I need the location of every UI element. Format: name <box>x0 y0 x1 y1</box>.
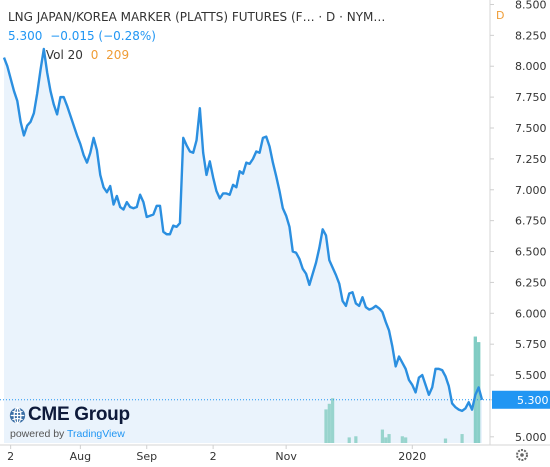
volume-bar-top-6 <box>384 437 388 443</box>
volume-label: Vol 20 <box>45 48 83 62</box>
chart-legend: LNG JAPAN/KOREA MARKER (PLATTS) FUTURES … <box>8 8 385 65</box>
tradingview-link[interactable]: TradingView <box>67 428 125 440</box>
x-tick-label-2: Sep <box>136 450 157 463</box>
legend-price-row: 5.300 −0.015 (−0.28%) <box>8 27 385 46</box>
volume-value: 209 <box>106 48 130 62</box>
price-tag-label: 5.300 <box>517 394 549 407</box>
volume-bar-top-11 <box>460 434 464 443</box>
price-line <box>2 47 484 413</box>
x-tick-label-5: 2020 <box>398 450 426 463</box>
x-tick-label-3: 2 <box>210 450 217 463</box>
legend-title-row: LNG JAPAN/KOREA MARKER (PLATTS) FUTURES … <box>8 8 385 27</box>
y-tick-label-11: 5.750 <box>515 338 547 351</box>
volume-bar-top-3 <box>347 437 351 443</box>
y-tick-label-5: 7.250 <box>515 153 547 166</box>
volume-bar-top-4 <box>354 436 358 443</box>
x-tick-label-4: Nov <box>275 450 297 463</box>
cme-group-logo[interactable]: CME Group <box>9 404 130 426</box>
y-tick-label-3: 7.750 <box>515 91 547 104</box>
y-tick-label-9: 6.250 <box>515 276 547 289</box>
volume-bar-top-13 <box>477 342 481 443</box>
y-tick-label-2: 8.000 <box>515 60 547 73</box>
x-tick-label-0: 2 <box>7 450 14 463</box>
y-tick-label-1: 8.250 <box>515 29 547 42</box>
y-tick-label-4: 7.500 <box>515 122 547 135</box>
y-tick-label-14: 5.000 <box>515 431 547 444</box>
volume-bar-top-10 <box>443 438 448 443</box>
price-change: −0.015 (−0.28%) <box>50 29 156 43</box>
price-tag <box>492 390 550 409</box>
volume-bar-top-2 <box>331 398 335 443</box>
logo-text: CME Group <box>28 404 130 425</box>
volume-toggle-icon[interactable] <box>30 50 39 59</box>
y-tick-label-10: 6.000 <box>515 307 547 320</box>
volume-bar-top-5 <box>380 429 385 443</box>
volume-bar-top-7 <box>387 434 391 443</box>
y-tick-label-8: 6.500 <box>515 246 547 259</box>
legend-volume-row[interactable]: Vol 20 0 209 <box>8 46 385 65</box>
volume-bar-top-8 <box>400 436 404 443</box>
last-price: 5.300 <box>8 29 43 43</box>
y-tick-label-0: 8.500 <box>515 0 547 11</box>
volume-open: 0 <box>90 48 99 62</box>
y-tick-label-7: 6.750 <box>515 215 547 228</box>
settings-gear-icon[interactable] <box>516 449 528 461</box>
powered-prefix: powered by <box>10 428 65 440</box>
volume-bar-top-1 <box>327 403 331 443</box>
symbol-title[interactable]: LNG JAPAN/KOREA MARKER (PLATTS) FUTURES … <box>8 10 315 24</box>
x-tick-label-1: Aug <box>70 450 91 463</box>
price-area <box>4 48 482 443</box>
globe-icon <box>9 406 26 424</box>
y-tick-label-12: 5.500 <box>515 369 547 382</box>
volume-bar-top-0 <box>324 409 328 443</box>
volume-bar-top-9 <box>404 437 408 443</box>
y-tick-label-6: 7.000 <box>515 184 547 197</box>
interval-label[interactable]: · D · NYM… <box>318 10 386 24</box>
dividend-flag[interactable]: D <box>496 9 505 22</box>
powered-by[interactable]: powered by TradingView <box>10 428 125 440</box>
volume-bar-top-12 <box>473 336 477 443</box>
